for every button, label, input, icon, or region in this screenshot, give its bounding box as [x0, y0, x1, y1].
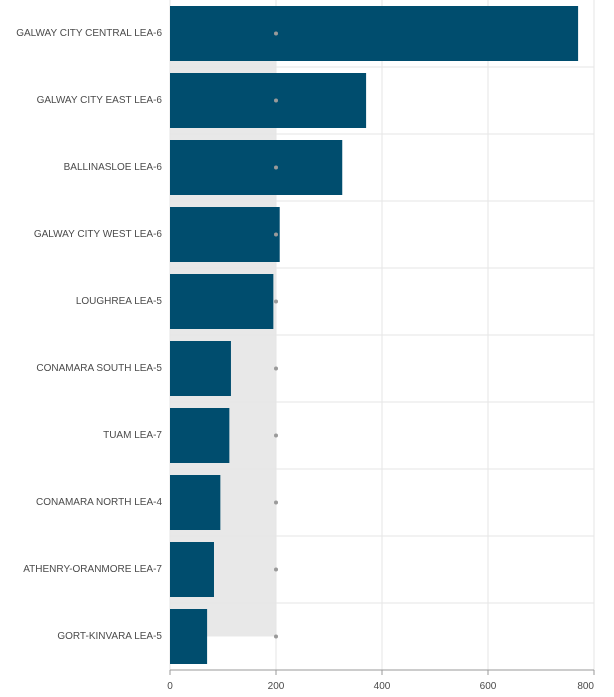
reference-dot-8 — [274, 567, 278, 572]
x-tick-label-2: 400 — [374, 681, 391, 692]
bar-4 — [170, 274, 274, 329]
bar-8 — [170, 542, 214, 597]
reference-dot-4 — [274, 299, 278, 304]
category-label-4: LOUGHREA LEA-5 — [76, 296, 163, 307]
reference-dot-6 — [274, 433, 278, 438]
reference-dot-9 — [274, 634, 278, 639]
category-label-5: CONAMARA SOUTH LEA-5 — [36, 363, 162, 374]
x-tick-label-1: 200 — [268, 681, 285, 692]
bar-2 — [170, 140, 343, 195]
category-label-9: GORT-KINVARA LEA-5 — [57, 631, 162, 642]
bar-1 — [170, 73, 367, 128]
bar-layer — [170, 6, 579, 664]
bar-9 — [170, 609, 208, 664]
bar-3 — [170, 207, 280, 262]
x-axis: 0 200 400 600 800 — [167, 669, 595, 692]
category-label-2: BALLINASLOE LEA-6 — [64, 162, 163, 173]
bar-5 — [170, 341, 231, 396]
bar-0 — [170, 6, 579, 61]
category-label-1: GALWAY CITY EAST LEA-6 — [37, 95, 163, 106]
x-tick-label-4: 800 — [577, 681, 594, 692]
reference-dot-1 — [274, 98, 278, 103]
reference-dot-0 — [274, 31, 278, 36]
category-label-3: GALWAY CITY WEST LEA-6 — [34, 229, 163, 240]
bar-6 — [170, 408, 230, 463]
category-label-7: CONAMARA NORTH LEA-4 — [36, 497, 162, 508]
reference-dot-2 — [274, 165, 278, 170]
reference-dot-3 — [274, 232, 278, 237]
x-tick-label-3: 600 — [480, 681, 497, 692]
category-label-0: GALWAY CITY CENTRAL LEA-6 — [16, 28, 162, 39]
x-tick-label-0: 0 — [167, 681, 173, 692]
grid-layer — [169, 0, 595, 670]
bar-7 — [170, 475, 221, 530]
category-label-6: TUAM LEA-7 — [103, 430, 162, 441]
reference-dot-5 — [274, 366, 278, 371]
category-label-layer: GALWAY CITY CENTRAL LEA-6 GALWAY CITY EAS… — [16, 28, 162, 642]
reference-dot-7 — [274, 500, 278, 505]
category-label-8: ATHENRY-ORANMORE LEA-7 — [23, 564, 162, 575]
